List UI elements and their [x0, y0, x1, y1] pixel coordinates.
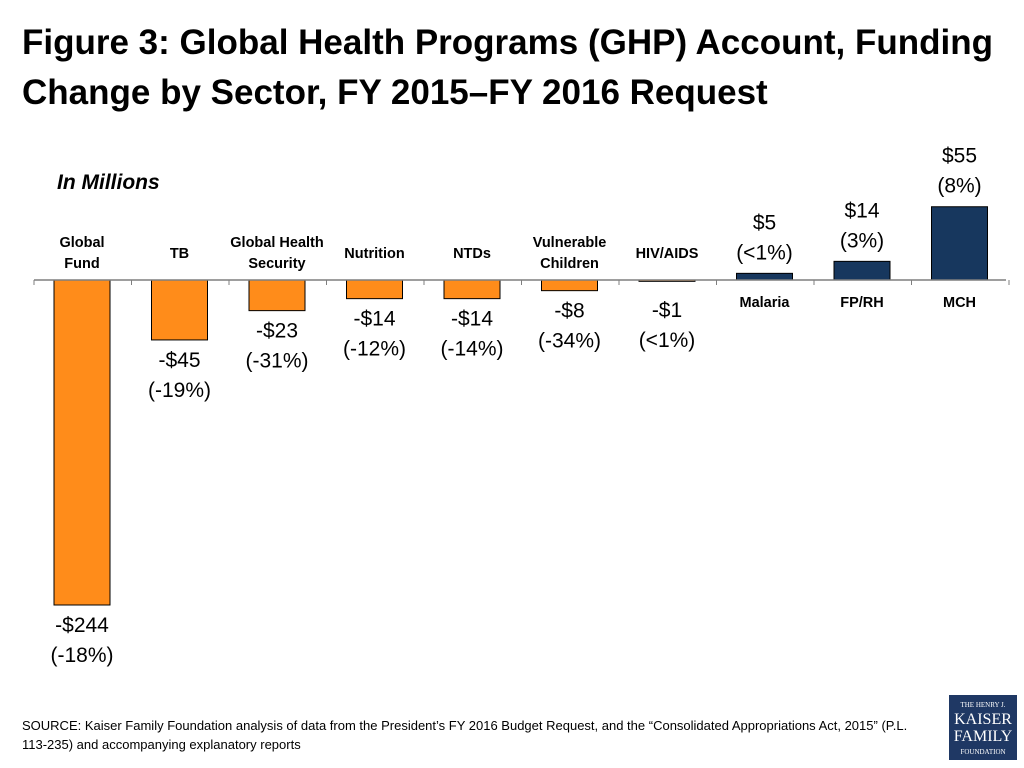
category-label-7-0: Malaria: [740, 295, 791, 311]
percent-label-9: (8%): [937, 175, 981, 198]
category-label-5-1: Children: [540, 256, 599, 272]
bar-9: [931, 206, 988, 281]
logo-line-1: THE HENRY J.: [960, 701, 1005, 709]
category-label-2-0: Global Health: [230, 235, 323, 251]
value-label-4: -$14: [451, 308, 493, 331]
percent-label-0: (-18%): [50, 644, 113, 667]
value-label-1: -$45: [158, 349, 200, 372]
category-label-2-1: Security: [248, 256, 305, 272]
value-label-7: $5: [753, 211, 776, 234]
logo-line-4: FOUNDATION: [960, 748, 1005, 756]
source-note: SOURCE: Kaiser Family Foundation analysi…: [22, 718, 908, 752]
units-label: In Millions: [57, 171, 160, 194]
logo-line-2: KAISER: [954, 711, 1012, 728]
category-label-0-0: Global: [59, 235, 104, 251]
value-label-0: -$244: [55, 614, 109, 637]
bar-4: [443, 279, 501, 300]
category-label-1-0: TB: [170, 246, 189, 262]
bar-1: [151, 279, 208, 341]
category-label-8-0: FP/RH: [840, 295, 884, 311]
percent-label-5: (-34%): [538, 330, 601, 353]
bar-2: [248, 279, 306, 312]
category-label-3-0: Nutrition: [344, 246, 404, 262]
bar-3: [346, 279, 403, 300]
bar-chart: Global Fund TB Global Health Security Nutriti…: [33, 145, 1010, 667]
category-label-4-0: NTDs: [453, 246, 491, 262]
value-label-3: -$14: [353, 308, 395, 331]
category-label-9-0: MCH: [943, 295, 976, 311]
figure-title: Figure 3: Global Health Programs (GHP) A…: [22, 23, 993, 112]
value-label-8: $14: [844, 199, 879, 222]
percent-label-1: (-19%): [148, 379, 211, 402]
category-label-6-0: HIV/AIDS: [636, 246, 699, 262]
bar-0: [53, 279, 111, 606]
percent-label-8: (3%): [840, 229, 884, 252]
category-label-0-1: Fund: [64, 256, 99, 272]
percent-label-6: (<1%): [639, 329, 696, 352]
percent-label-4: (-14%): [440, 338, 503, 361]
percent-label-2: (-31%): [245, 350, 308, 373]
value-label-9: $55: [942, 145, 977, 168]
value-label-5: -$8: [554, 300, 584, 323]
bar-8: [833, 260, 891, 281]
kff-logo: THE HENRY J. KAISER FAMILY FOUNDATION: [949, 695, 1017, 760]
logo-line-3: FAMILY: [954, 728, 1013, 745]
category-label-5-0: Vulnerable: [533, 235, 607, 251]
percent-label-7: (<1%): [736, 241, 793, 264]
value-label-2: -$23: [256, 320, 298, 343]
bar-5: [541, 279, 598, 292]
value-label-6: -$1: [652, 299, 682, 322]
percent-label-3: (-12%): [343, 338, 406, 361]
bar-7: [736, 272, 793, 281]
